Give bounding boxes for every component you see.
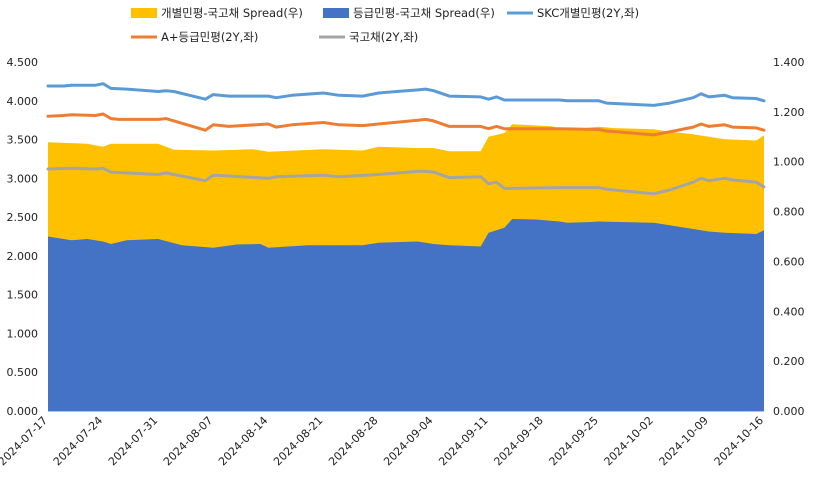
left-tick-label: 3.500 <box>7 134 39 147</box>
legend-item: A+등급민평(2Y,좌) <box>131 30 258 44</box>
x-tick-label: 2024-09-11 <box>436 414 490 468</box>
x-tick-label: 2024-10-02 <box>602 414 656 468</box>
legend-label: 등급민평-국고채 Spread(우) <box>353 6 495 20</box>
right-tick-label: 0.400 <box>773 305 805 318</box>
right-tick-label: 1.000 <box>773 156 805 169</box>
right-tick-label: 0.800 <box>773 206 805 219</box>
left-tick-label: 1.500 <box>7 289 39 302</box>
left-tick-label: 4.000 <box>7 95 39 108</box>
legend-item: 개별민평-국고채 Spread(우) <box>131 6 303 20</box>
x-tick-label: 2024-08-07 <box>161 414 215 468</box>
legend-label: 국고채(2Y,좌) <box>349 30 418 44</box>
right-tick-label: 1.200 <box>773 106 805 119</box>
x-tick-label: 2024-10-16 <box>712 414 766 468</box>
left-tick-label: 0.000 <box>7 405 39 418</box>
x-tick-label: 2024-08-14 <box>216 414 270 468</box>
right-tick-label: 0.200 <box>773 355 805 368</box>
left-axis-ticks: 0.000 0.500 1.000 1.500 2.000 2.500 3.000 3.500… <box>7 56 39 418</box>
legend-item: 국고채(2Y,좌) <box>319 30 418 44</box>
legend-item: 등급민평-국고채 Spread(우) <box>323 6 495 20</box>
legend-label: A+등급민평(2Y,좌) <box>161 30 258 44</box>
x-tick-label: 2024-07-31 <box>106 414 160 468</box>
left-tick-label: 4.500 <box>7 56 39 69</box>
left-tick-label: 2.000 <box>7 250 39 263</box>
series-4-line <box>46 166 766 196</box>
x-tick-label: 2024-09-04 <box>381 414 435 468</box>
x-tick-label: 2024-08-21 <box>271 414 325 468</box>
legend-label: 개별민평-국고채 Spread(우) <box>161 6 303 20</box>
x-axis-ticks: 2024-07-17 2024-07-24 2024-07-31 2024-08-07… <box>0 414 766 468</box>
right-tick-label: 0.000 <box>773 405 805 418</box>
x-tick-label: 2024-09-18 <box>491 414 545 468</box>
x-tick-label: 2024-08-28 <box>326 414 380 468</box>
x-tick-label: 2024-07-17 <box>0 414 50 468</box>
x-tick-label: 2024-09-25 <box>547 414 601 468</box>
legend-swatch <box>323 8 349 18</box>
line-series-group <box>46 82 766 196</box>
legend: 개별민평-국고채 Spread(우) 등급민평-국고채 Spread(우) SKC개… <box>131 6 639 44</box>
left-tick-label: 3.000 <box>7 172 39 185</box>
right-tick-label: 1.400 <box>773 56 805 69</box>
series-2-line <box>46 82 766 107</box>
legend-swatch <box>131 8 157 18</box>
right-axis-ticks: 0.000 0.200 0.400 0.600 0.800 1.000 1.200 1.400 <box>773 56 805 418</box>
series-1-area <box>48 219 764 411</box>
legend-item: SKC개별민평(2Y,좌) <box>507 6 639 20</box>
x-tick-label: 2024-07-24 <box>51 414 105 468</box>
series-3-line <box>46 112 766 137</box>
left-tick-label: 2.500 <box>7 211 39 224</box>
legend-label: SKC개별민평(2Y,좌) <box>537 6 639 20</box>
left-tick-label: 0.500 <box>7 366 39 379</box>
right-tick-label: 0.600 <box>773 255 805 268</box>
area-series-group <box>48 124 764 412</box>
x-tick-label: 2024-10-09 <box>657 414 711 468</box>
left-tick-label: 1.000 <box>7 327 39 340</box>
